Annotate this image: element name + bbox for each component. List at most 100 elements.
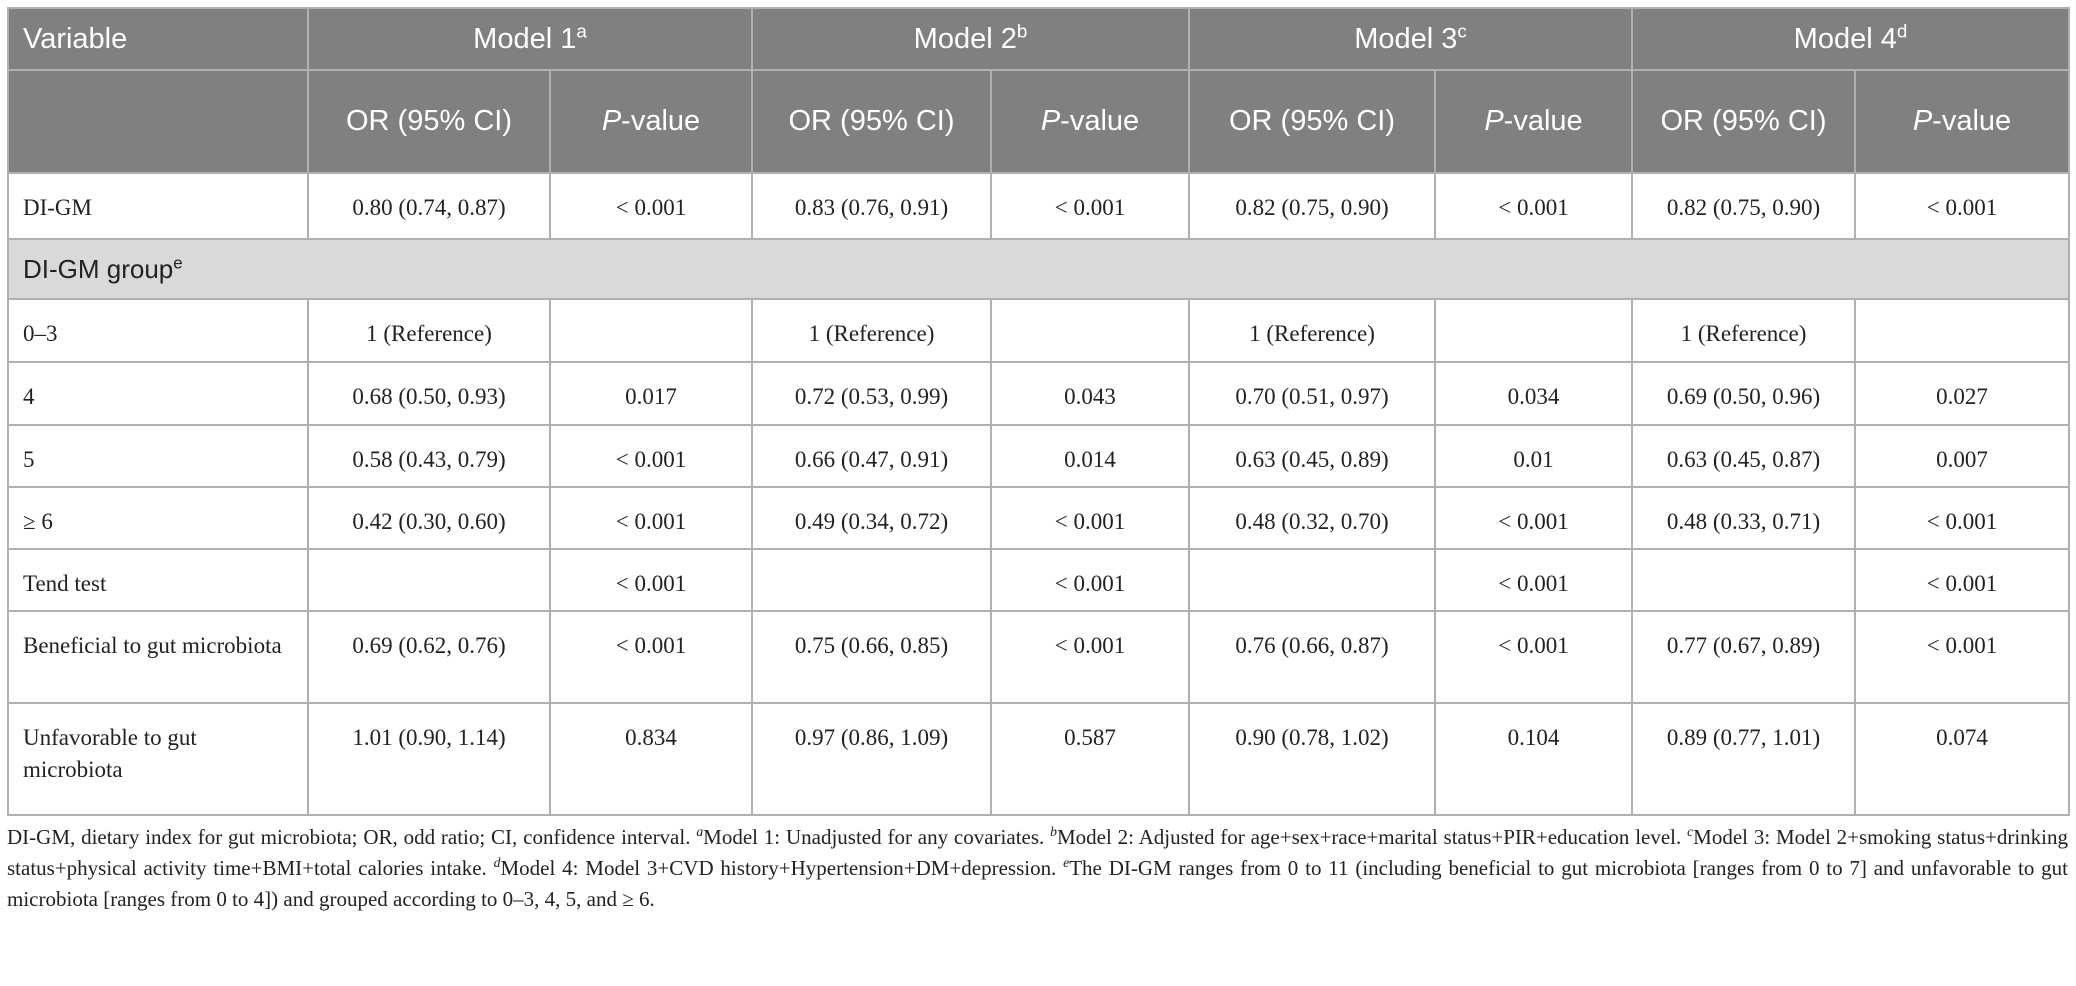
row-label-text: Tend test bbox=[23, 571, 107, 596]
cell-text: 0.48 (0.32, 0.70) bbox=[1235, 509, 1389, 534]
cell-text: < 0.001 bbox=[1926, 195, 1998, 220]
row-label: DI-GM bbox=[7, 172, 309, 240]
data-cell: < 0.001 bbox=[990, 172, 1190, 240]
row-label: Beneficial to gut microbiota bbox=[7, 610, 309, 704]
data-cell: < 0.001 bbox=[549, 172, 753, 240]
cell-text: < 0.001 bbox=[615, 571, 687, 596]
cell-text: 0.043 bbox=[1064, 384, 1116, 409]
header-text: OR (95% CI) bbox=[788, 105, 955, 137]
data-cell: 0.72 (0.53, 0.99) bbox=[751, 361, 992, 426]
table-wrap: Variable Model 1a Model 2b Model 3c Model 4d… bbox=[7, 7, 2070, 816]
data-cell: < 0.001 bbox=[549, 548, 753, 612]
superscript: c bbox=[1457, 19, 1467, 41]
header-text: -value bbox=[1060, 105, 1140, 137]
data-cell bbox=[990, 298, 1190, 363]
data-cell: 0.014 bbox=[990, 424, 1190, 488]
cell-text: 1 (Reference) bbox=[808, 321, 935, 346]
cell-text: 0.42 (0.30, 0.60) bbox=[352, 509, 506, 534]
data-cell: 0.034 bbox=[1434, 361, 1633, 426]
cell-text: 1.01 (0.90, 1.14) bbox=[352, 725, 506, 750]
cell-text: < 0.001 bbox=[1926, 571, 1998, 596]
cell-text: 1 (Reference) bbox=[1249, 321, 1375, 346]
cell-text: 0.074 bbox=[1936, 725, 1988, 750]
data-cell: 0.69 (0.62, 0.76) bbox=[307, 610, 551, 704]
cell-text: 1 (Reference) bbox=[1680, 321, 1807, 346]
cell-text: < 0.001 bbox=[1498, 509, 1569, 534]
cell-text: 0.104 bbox=[1507, 725, 1560, 750]
table-row: DI-GM groupe bbox=[7, 238, 2070, 300]
cell-text: < 0.001 bbox=[1498, 195, 1569, 220]
data-cell: 1.01 (0.90, 1.14) bbox=[307, 702, 551, 816]
table-row: 4 0.68 (0.50, 0.93) 0.017 0.72 (0.53, 0.99)… bbox=[7, 361, 2070, 426]
cell-text: 0.834 bbox=[625, 725, 677, 750]
cell-text: 0.58 (0.43, 0.79) bbox=[352, 447, 506, 472]
data-cell: < 0.001 bbox=[1434, 610, 1633, 704]
data-cell: 0.58 (0.43, 0.79) bbox=[307, 424, 551, 488]
data-cell: 0.42 (0.30, 0.60) bbox=[307, 486, 551, 550]
data-cell: 0.89 (0.77, 1.01) bbox=[1631, 702, 1856, 816]
header-text: Model 2 bbox=[913, 22, 1017, 55]
row-label-text: Unfavorable to gut microbiota bbox=[23, 725, 197, 782]
cell-text: 0.75 (0.66, 0.85) bbox=[794, 633, 949, 658]
data-cell: < 0.001 bbox=[1434, 548, 1633, 612]
header-text: -value bbox=[621, 105, 701, 137]
data-cell: 0.017 bbox=[549, 361, 753, 426]
superscript: d bbox=[1896, 19, 1908, 41]
data-cell: 0.82 (0.75, 0.90) bbox=[1188, 172, 1436, 240]
data-cell: 0.68 (0.50, 0.93) bbox=[307, 361, 551, 426]
row-label-text: ≥ 6 bbox=[23, 509, 53, 534]
cell-text: 0.49 (0.34, 0.72) bbox=[794, 509, 949, 534]
header-cell: P-value bbox=[1434, 69, 1633, 174]
cell-text: < 0.001 bbox=[1926, 509, 1998, 534]
cell-text: 0.90 (0.78, 1.02) bbox=[1235, 725, 1389, 750]
cell-text: < 0.001 bbox=[1054, 633, 1126, 658]
footnote-text: Model 3: Model 2+smoking status+drinking… bbox=[7, 825, 2069, 880]
cell-text: 0.82 (0.75, 0.90) bbox=[1666, 195, 1821, 220]
header-cell: Variable bbox=[7, 7, 309, 71]
footnote-mark: e bbox=[1063, 855, 1070, 870]
superscript: e bbox=[173, 253, 183, 273]
table-row: ≥ 6 0.42 (0.30, 0.60) < 0.001 0.49 (0.34, 0… bbox=[7, 486, 2070, 550]
cell-text: 0.66 (0.47, 0.91) bbox=[794, 447, 949, 472]
cell-text: 0.82 (0.75, 0.90) bbox=[1235, 195, 1389, 220]
data-cell: 0.63 (0.45, 0.87) bbox=[1631, 424, 1856, 488]
header-italic: P bbox=[601, 105, 622, 137]
cell-text: 0.68 (0.50, 0.93) bbox=[352, 384, 506, 409]
footnote-text: Model 2: Adjusted for age+sex+race+marit… bbox=[1056, 825, 1682, 849]
header-italic: P bbox=[1912, 105, 1933, 137]
header-italic: P bbox=[1040, 105, 1061, 137]
data-cell: < 0.001 bbox=[990, 548, 1190, 612]
header-text: OR (95% CI) bbox=[1229, 105, 1395, 137]
header-cell: OR (95% CI) bbox=[1188, 69, 1436, 174]
cell-text: < 0.001 bbox=[615, 447, 687, 472]
superscript: b bbox=[1016, 19, 1028, 41]
header-row: Variable Model 1a Model 2b Model 3c Model 4d bbox=[7, 7, 2070, 71]
data-cell: 0.01 bbox=[1434, 424, 1633, 488]
cell-text: 0.69 (0.50, 0.96) bbox=[1666, 384, 1821, 409]
header-text: Model 4 bbox=[1793, 22, 1897, 55]
cell-text: 0.80 (0.74, 0.87) bbox=[352, 195, 506, 220]
data-cell bbox=[1188, 548, 1436, 612]
footnote-mark: b bbox=[1050, 824, 1057, 839]
table-head: Variable Model 1a Model 2b Model 3c Model 4d… bbox=[7, 7, 2070, 174]
data-cell: 0.82 (0.75, 0.90) bbox=[1631, 172, 1856, 240]
cell-text: 1 (Reference) bbox=[366, 321, 492, 346]
cell-text: 0.014 bbox=[1064, 447, 1116, 472]
header-cell: Model 3c bbox=[1188, 7, 1633, 71]
cell-text: 0.034 bbox=[1507, 384, 1560, 409]
data-cell: 0.80 (0.74, 0.87) bbox=[307, 172, 551, 240]
cell-text: 0.89 (0.77, 1.01) bbox=[1666, 725, 1821, 750]
row-label-text: 0–3 bbox=[23, 321, 58, 346]
footnote-text: Model 1: Unadjusted for any covariates. bbox=[703, 825, 1045, 849]
data-cell: 0.834 bbox=[549, 702, 753, 816]
header-cell: Model 1a bbox=[307, 7, 753, 71]
cell-text: 0.76 (0.66, 0.87) bbox=[1235, 633, 1389, 658]
cell-text: 0.587 bbox=[1064, 725, 1116, 750]
data-cell: 0.75 (0.66, 0.85) bbox=[751, 610, 992, 704]
row-label-text: DI-GM bbox=[23, 195, 92, 220]
header-text: Model 1 bbox=[473, 22, 577, 55]
header-cell: OR (95% CI) bbox=[751, 69, 992, 174]
data-cell: < 0.001 bbox=[549, 610, 753, 704]
row-label-text: 5 bbox=[23, 447, 35, 472]
results-table: Variable Model 1a Model 2b Model 3c Model 4d… bbox=[7, 7, 2070, 816]
